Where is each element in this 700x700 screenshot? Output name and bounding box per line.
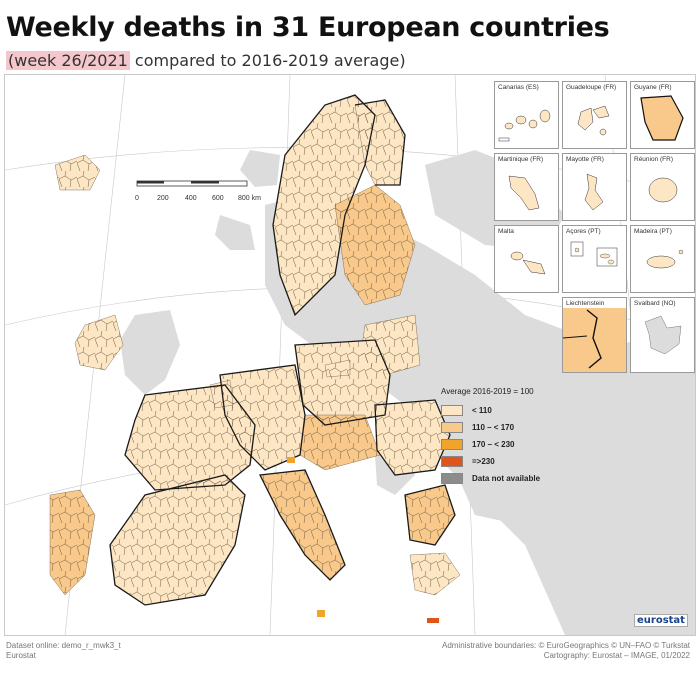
footer-dataset: Dataset online: demo_r_mwk3_t (6, 641, 121, 650)
inset-label: Martinique (FR) (498, 156, 544, 163)
legend-label: =>230 (472, 457, 495, 466)
inset-label: Liechtenstein (566, 300, 605, 307)
inset-acores: Açores (PT) (562, 225, 627, 293)
region-230-crete (427, 618, 439, 623)
inset-guadeloupe: Guadeloupe (FR) (562, 81, 627, 149)
inset-reunion: Réunion (FR) (630, 153, 695, 221)
scale-bar: 0 200 400 600 800 km (135, 179, 285, 205)
scale-tick-800: 800 km (238, 195, 261, 202)
inset-label: Guyane (FR) (634, 84, 672, 91)
legend-title: Average 2016-2019 = 100 (441, 387, 534, 396)
legend-swatch (441, 439, 463, 450)
scale-tick-600: 600 (212, 195, 224, 202)
legend-item-ge230: =>230 (441, 453, 540, 470)
region-170-230-sicily (317, 610, 325, 617)
footer-cartography: Cartography: Eurostat – IMAGE, 01/2022 (543, 651, 690, 660)
scale-bar-graphic (136, 180, 248, 187)
inset-label: Réunion (FR) (634, 156, 674, 163)
inset-label: Guadeloupe (FR) (566, 84, 617, 91)
map-subtitle: (week 26/2021 compared to 2016-2019 aver… (6, 51, 406, 70)
legend-label: 170 – < 230 (472, 440, 515, 449)
legend-swatch (441, 456, 463, 467)
legend-label: 110 – < 170 (472, 423, 515, 432)
legend: Average 2016-2019 = 100 < 110 110 – < 17… (441, 387, 540, 487)
inset-label: Madeira (PT) (634, 228, 672, 235)
map-frame: 0 200 400 600 800 km Canarias (ES) Guade… (4, 74, 696, 636)
inset-label: Mayotte (FR) (566, 156, 604, 163)
inset-label: Canarias (ES) (498, 84, 539, 91)
inset-guyane: Guyane (FR) (630, 81, 695, 149)
footer-boundaries: Administrative boundaries: © EuroGeograp… (441, 641, 690, 650)
legend-item-110-170: 110 – < 170 (441, 419, 540, 436)
footer-source: Dataset online: demo_r_mwk3_t Eurostat (6, 641, 121, 661)
footer-credits: Administrative boundaries: © EuroGeograp… (442, 641, 690, 661)
legend-swatch (441, 405, 463, 416)
legend-label: Data not available (472, 474, 541, 483)
region-grid (50, 95, 460, 605)
footer-publisher: Eurostat (6, 651, 36, 660)
inset-malta: Malta (494, 225, 559, 293)
map-title: Weekly deaths in 31 European countries (6, 12, 610, 43)
legend-item-170-230: 170 – < 230 (441, 436, 540, 453)
inset-mayotte: Mayotte (FR) (562, 153, 627, 221)
eurostat-logo: eurostat (634, 614, 688, 627)
inset-martinique: Martinique (FR) (494, 153, 559, 221)
legend-item-not-available: Data not available (441, 470, 540, 487)
scale-tick-200: 200 (157, 195, 169, 202)
region-170-230 (287, 457, 295, 463)
scale-tick-0: 0 (135, 195, 139, 202)
subtitle-week-highlight: (week 26/2021 (6, 51, 130, 70)
inset-svalbard: Svalbard (NO) (630, 297, 695, 373)
scale-tick-400: 400 (185, 195, 197, 202)
national-borders (109, 94, 456, 606)
inset-label: Svalbard (NO) (634, 300, 676, 307)
legend-swatch (441, 473, 463, 484)
legend-item-lt110: < 110 (441, 402, 540, 419)
inset-liechtenstein: Liechtenstein (562, 297, 627, 373)
subtitle-comparison: compared to 2016-2019 average) (129, 51, 406, 70)
inset-canarias: Canarias (ES) (494, 81, 559, 149)
legend-swatch (441, 422, 463, 433)
inset-label: Malta (498, 228, 514, 235)
inset-label: Açores (PT) (566, 228, 601, 235)
legend-label: < 110 (472, 406, 492, 415)
inset-madeira: Madeira (PT) (630, 225, 695, 293)
